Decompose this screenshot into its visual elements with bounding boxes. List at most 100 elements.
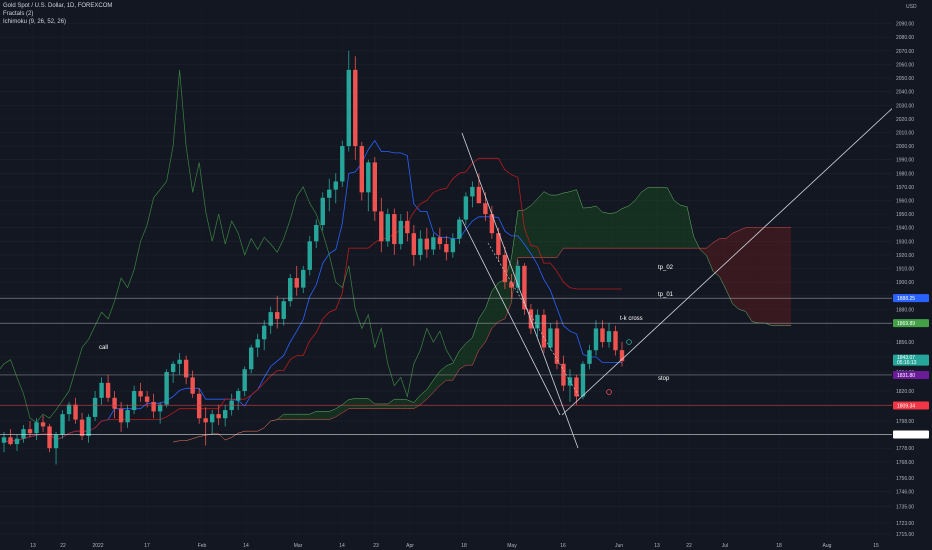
candle-body [379, 211, 384, 242]
cloud-segment [452, 350, 460, 381]
candle-body [288, 278, 293, 302]
candle-body [177, 359, 182, 364]
candle-body [170, 363, 176, 372]
time-tick-label: May [507, 543, 517, 549]
symbol-title[interactable]: Gold Spot / U.S. Dollar, 1D, FOREXCOM [3, 3, 113, 9]
cloud-segment [355, 398, 362, 409]
candle-body [333, 181, 338, 190]
time-tick-label: 17 [144, 543, 150, 549]
price-tick-label: 1960.00 [896, 199, 914, 205]
cloud-segment [296, 414, 304, 420]
candle-body [216, 414, 221, 419]
drawings[interactable]: call tp_02 tp_01 t-k cross stop [0, 77, 926, 449]
price-tick-label: 1950.00 [896, 212, 914, 218]
time-axis[interactable]: 13 22 2022 17 Feb 14 Mar 14 23 Apr 18 May 16 Jun 13 22 J… [0, 538, 932, 550]
cloud-segment [706, 242, 714, 272]
candle-body [92, 397, 98, 417]
cloud-segment [582, 207, 590, 249]
cloud-segment [778, 227, 785, 326]
cloud-segment [654, 187, 662, 249]
candle-body [580, 363, 586, 397]
candle-body [307, 241, 312, 270]
fractal-up-icon [626, 339, 632, 345]
cloud-segment [784, 227, 792, 326]
cloud-segment [537, 191, 544, 258]
candle-body [541, 314, 547, 348]
candle-body [105, 382, 111, 398]
cloud-segment [530, 198, 538, 258]
cloud-segment [595, 205, 603, 249]
price-tick-label: 1723.00 [896, 521, 914, 527]
candle-body [463, 196, 469, 220]
candle-body [431, 237, 436, 250]
call-label: call [99, 345, 108, 351]
candle-body [476, 186, 482, 204]
candle-body [340, 146, 345, 182]
candle-body [34, 422, 39, 434]
last-price-tag [893, 354, 929, 366]
candle-body [515, 265, 521, 288]
cloud-segment [641, 187, 649, 249]
candle-body [190, 377, 195, 394]
candle-body [281, 301, 286, 319]
price-tick-label: 1820.00 [896, 389, 914, 395]
price-tick-label: 1735.00 [896, 505, 914, 511]
price-axis[interactable]: USD 2090.00 2080.00 2070.00 2060.00 2050.00 20… [892, 0, 932, 550]
cloud-segment [511, 210, 518, 303]
time-tick-label: Apr [406, 543, 414, 549]
cloud-segment [569, 189, 577, 249]
cloud-segment [485, 291, 492, 343]
countdown-label: 05:16:13 [897, 360, 917, 366]
cloud-segment [628, 200, 636, 249]
cloud-segment [589, 205, 596, 249]
candle-body [314, 225, 319, 242]
ichimoku-indicator-label[interactable]: Ichimoku (9, 26, 52, 26) [3, 19, 67, 25]
cloud-segment [348, 398, 356, 409]
candle-body [222, 410, 228, 419]
cloud-segment [524, 205, 531, 258]
kijun-sen-line [3, 157, 622, 443]
candle-body [554, 328, 560, 364]
price-tick-label: 1880.00 [896, 307, 914, 313]
price-tick-label: 1746.00 [896, 490, 914, 496]
candle-body [262, 325, 267, 340]
cloud-segment [726, 233, 733, 304]
tk-cross-label: t-k cross [620, 316, 643, 322]
candle-body [125, 410, 130, 423]
price-tick-label: 1930.00 [896, 239, 914, 245]
cloud-segment [771, 227, 779, 326]
fractals-indicator-label[interactable]: Fractals (2) [3, 11, 34, 17]
tp2-label: tp_02 [658, 265, 674, 271]
candle-body [522, 265, 527, 310]
candle-body [320, 197, 325, 226]
cloud-segment [439, 365, 447, 386]
price-tick-label: 1768.00 [896, 460, 914, 466]
price-tick-label: 1715.00 [896, 532, 914, 538]
price-tick-label: 1980.00 [896, 171, 914, 177]
time-axis-bg [0, 538, 932, 550]
candle-body [470, 186, 475, 197]
price-tick-label: 1990.00 [896, 158, 914, 164]
chikou-span-line [0, 69, 454, 423]
channel-upper-line [461, 132, 579, 449]
cloud-segment [667, 187, 675, 249]
currency-label: USD [906, 4, 917, 10]
cloud-segment [719, 238, 727, 290]
stop-label: stop [658, 376, 670, 382]
cloud-segment [615, 208, 622, 249]
cloud-segment [602, 212, 609, 249]
price-tick-label: 1900.00 [896, 280, 914, 286]
candle-body [600, 328, 605, 343]
candle-body [275, 312, 280, 319]
time-tick-label: 16 [560, 543, 566, 549]
cloud-segment [550, 195, 557, 258]
price-tick-label: 2080.00 [896, 35, 914, 41]
candle-body [535, 314, 540, 329]
price-tag [893, 401, 929, 410]
candle-body [14, 438, 20, 445]
time-tick-label: 14 [243, 543, 249, 549]
candle-body [249, 347, 254, 370]
candle-body [392, 214, 397, 245]
cloud-segment [739, 227, 746, 312]
